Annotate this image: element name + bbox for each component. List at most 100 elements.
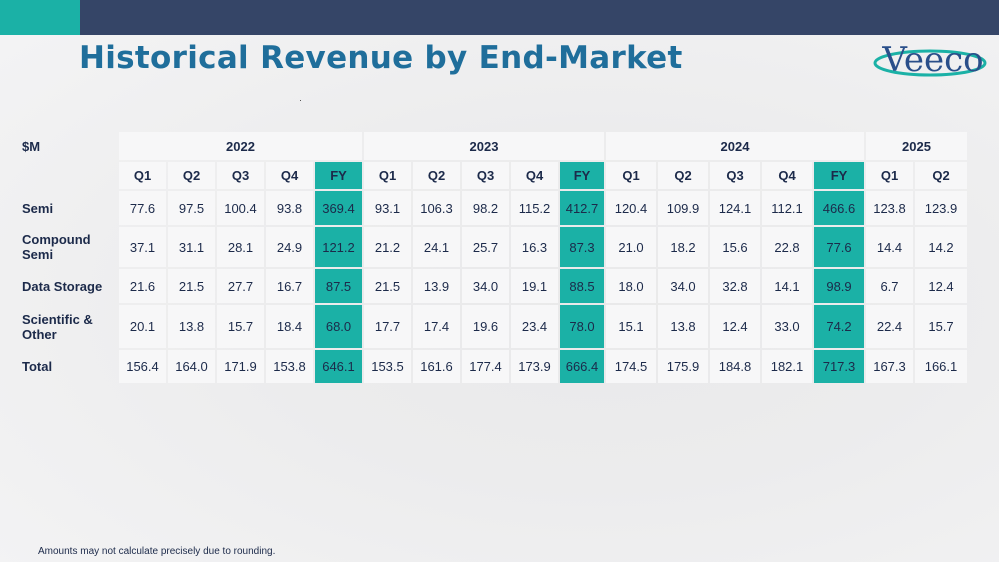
value-cell: 177.4 — [462, 350, 509, 383]
value-cell: 21.6 — [119, 269, 166, 303]
year-header: 2023 — [364, 132, 604, 160]
quarter-header: Q1 — [866, 162, 913, 189]
value-cell: 164.0 — [168, 350, 215, 383]
value-cell: 17.7 — [364, 305, 411, 348]
fy-value-cell: 369.4 — [315, 191, 362, 225]
value-cell: 175.9 — [658, 350, 708, 383]
value-cell: 15.1 — [606, 305, 656, 348]
quarter-header-row: Q1 Q2 Q3 Q4 FY Q1 Q2 Q3 Q4 FY Q1 Q2 Q3 Q4 FY Q1 Q2 — [18, 162, 967, 189]
value-cell: 34.0 — [462, 269, 509, 303]
value-cell: 98.2 — [462, 191, 509, 225]
fy-value-cell: 121.2 — [315, 227, 362, 267]
header-bar — [80, 0, 999, 35]
value-cell: 21.5 — [168, 269, 215, 303]
value-cell: 112.1 — [762, 191, 812, 225]
value-cell: 12.4 — [710, 305, 760, 348]
unit-label: $M — [22, 139, 41, 154]
value-cell: 13.8 — [658, 305, 708, 348]
value-cell: 173.9 — [511, 350, 558, 383]
value-cell: 167.3 — [866, 350, 913, 383]
value-cell: 182.1 — [762, 350, 812, 383]
value-cell: 97.5 — [168, 191, 215, 225]
value-cell: 77.6 — [119, 191, 166, 225]
value-cell: 24.1 — [413, 227, 460, 267]
value-cell: 109.9 — [658, 191, 708, 225]
row-label: Compound Semi — [22, 232, 91, 262]
value-cell: 27.7 — [217, 269, 264, 303]
value-cell: 21.2 — [364, 227, 411, 267]
year-header-row: $M 2022 2023 2024 2025 — [18, 132, 967, 160]
value-cell: 93.8 — [266, 191, 313, 225]
value-cell: 15.7 — [915, 305, 967, 348]
row-label: Semi — [22, 200, 54, 216]
row-label: Data Storage — [22, 278, 103, 294]
value-cell: 19.6 — [462, 305, 509, 348]
value-cell: 31.1 — [168, 227, 215, 267]
value-cell: 18.0 — [606, 269, 656, 303]
table-row: Data Storage 21.6 21.5 27.7 16.7 87.5 21.5 13.9… — [18, 269, 967, 303]
value-cell: 20.1 — [119, 305, 166, 348]
quarter-header: Q4 — [511, 162, 558, 189]
logo-text: Veeco — [882, 40, 984, 80]
value-cell: 22.8 — [762, 227, 812, 267]
value-cell: 17.4 — [413, 305, 460, 348]
value-cell: 171.9 — [217, 350, 264, 383]
value-cell: 13.9 — [413, 269, 460, 303]
year-header: 2025 — [866, 132, 967, 160]
value-cell: 34.0 — [658, 269, 708, 303]
quarter-header: Q3 — [217, 162, 264, 189]
value-cell: 6.7 — [866, 269, 913, 303]
value-cell: 13.8 — [168, 305, 215, 348]
value-cell: 23.4 — [511, 305, 558, 348]
quarter-header: Q1 — [606, 162, 656, 189]
value-cell: 28.1 — [217, 227, 264, 267]
quarter-header: Q3 — [710, 162, 760, 189]
value-cell: 184.8 — [710, 350, 760, 383]
quarter-header: Q4 — [266, 162, 313, 189]
value-cell: 106.3 — [413, 191, 460, 225]
value-cell: 21.0 — [606, 227, 656, 267]
fy-value-cell: 77.6 — [814, 227, 864, 267]
value-cell: 33.0 — [762, 305, 812, 348]
fy-value-cell: 466.6 — [814, 191, 864, 225]
quarter-header: FY — [814, 162, 864, 189]
value-cell: 174.5 — [606, 350, 656, 383]
value-cell: 15.7 — [217, 305, 264, 348]
value-cell: 12.4 — [915, 269, 967, 303]
header-accent-bar — [0, 0, 80, 35]
value-cell: 32.8 — [710, 269, 760, 303]
value-cell: 14.2 — [915, 227, 967, 267]
value-cell: 22.4 — [866, 305, 913, 348]
fy-value-cell: 74.2 — [814, 305, 864, 348]
quarter-header: FY — [560, 162, 604, 189]
value-cell: 100.4 — [217, 191, 264, 225]
quarter-header: FY — [315, 162, 362, 189]
value-cell: 14.1 — [762, 269, 812, 303]
value-cell: 123.8 — [866, 191, 913, 225]
fy-value-cell: 87.5 — [315, 269, 362, 303]
value-cell: 21.5 — [364, 269, 411, 303]
page-title: Historical Revenue by End-Market — [79, 40, 683, 76]
quarter-header: Q2 — [915, 162, 967, 189]
table-row: Compound Semi 37.1 31.1 28.1 24.9 121.2 21.2 24… — [18, 227, 967, 267]
quarter-header: Q2 — [413, 162, 460, 189]
revenue-table-body: $M 2022 2023 2024 2025 Q1 Q2 Q3 Q4 FY Q1 Q2 Q3 Q… — [18, 132, 967, 383]
fy-value-cell: 78.0 — [560, 305, 604, 348]
value-cell: 15.6 — [710, 227, 760, 267]
value-cell: 153.8 — [266, 350, 313, 383]
value-cell: 25.7 — [462, 227, 509, 267]
year-header: 2022 — [119, 132, 362, 160]
quarter-header: Q1 — [364, 162, 411, 189]
value-cell: 124.1 — [710, 191, 760, 225]
table-row: Semi 77.6 97.5 100.4 93.8 369.4 93.1 106.3 98.2 1… — [18, 191, 967, 225]
stray-dot — [300, 100, 301, 101]
fy-value-cell: 68.0 — [315, 305, 362, 348]
fy-value-cell: 87.3 — [560, 227, 604, 267]
row-label: Total — [22, 359, 53, 374]
value-cell: 115.2 — [511, 191, 558, 225]
logo-swoosh-icon — [873, 49, 987, 77]
fy-value-cell: 412.7 — [560, 191, 604, 225]
quarter-header: Q3 — [462, 162, 509, 189]
value-cell: 24.9 — [266, 227, 313, 267]
revenue-table: $M 2022 2023 2024 2025 Q1 Q2 Q3 Q4 FY Q1 Q2 Q3 Q… — [16, 130, 969, 385]
